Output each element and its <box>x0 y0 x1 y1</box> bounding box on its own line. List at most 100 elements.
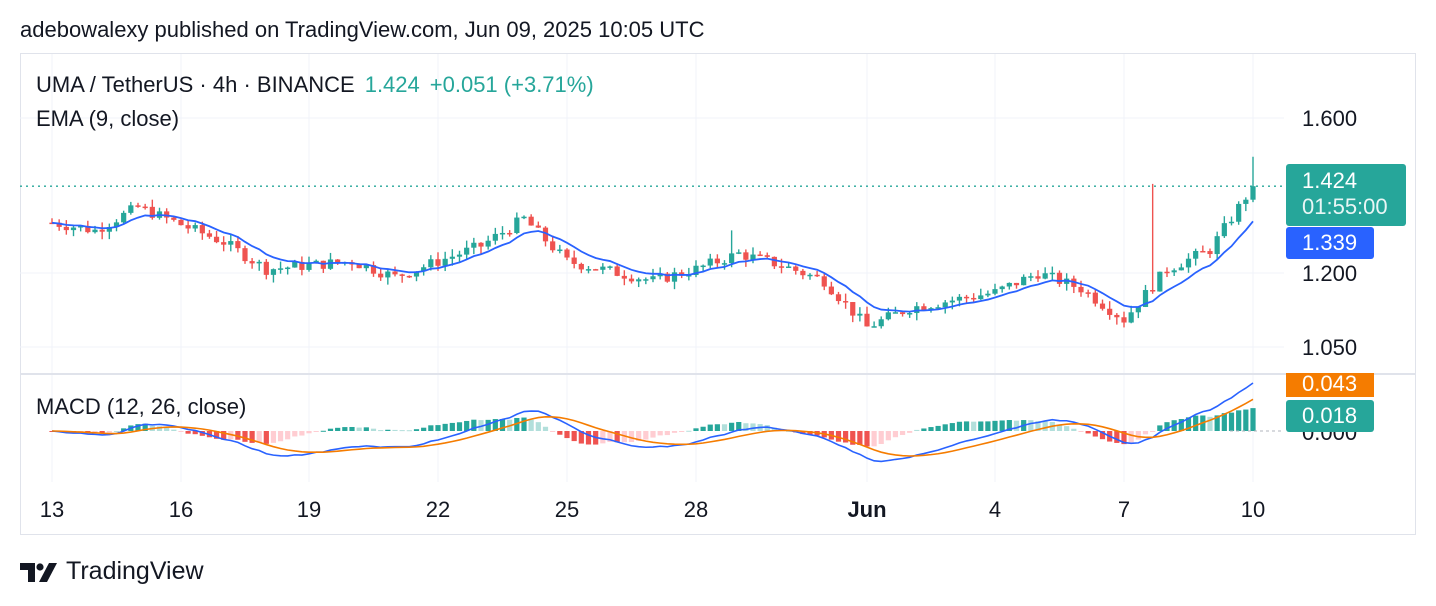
candle-up <box>277 268 284 270</box>
macd-histogram-bar <box>342 427 348 431</box>
macd-histogram-bar <box>1035 421 1041 431</box>
candle-down <box>628 278 635 282</box>
tradingview-wordmark: TradingView <box>66 557 204 585</box>
candle-up <box>1243 199 1249 204</box>
macd-histogram-bar <box>614 431 620 443</box>
candle-up <box>786 266 792 269</box>
candle-up <box>585 269 592 271</box>
macd-histogram-bar <box>1236 410 1242 431</box>
candle-down <box>199 225 205 234</box>
macd-histogram-bar <box>1193 415 1199 431</box>
candle-down <box>1013 282 1020 286</box>
macd-histogram-bar <box>1028 420 1034 431</box>
macd-pane <box>49 382 1284 463</box>
macd-histogram-bar <box>456 422 463 431</box>
candle-up <box>1193 250 1199 259</box>
time-axis-label: 22 <box>426 497 450 522</box>
candle-up <box>1006 282 1012 287</box>
macd-histogram-bar <box>1221 413 1227 431</box>
macd-histogram-bar <box>413 429 420 431</box>
candle-up <box>914 306 920 314</box>
candle-down <box>679 272 685 276</box>
candle-up <box>428 259 434 268</box>
candle-up <box>106 227 112 232</box>
candle-down <box>793 266 799 271</box>
macd-histogram-bar <box>736 421 742 431</box>
candle-up <box>707 258 713 266</box>
candle-up <box>978 295 984 300</box>
candle-down <box>578 263 584 270</box>
macd-histogram-bar <box>664 431 670 436</box>
candle-down <box>564 249 570 258</box>
macd-histogram-bar <box>1164 422 1170 431</box>
candle-down <box>142 206 148 209</box>
macd-histogram-bar <box>714 424 720 431</box>
candle-down <box>478 242 484 247</box>
candle-up <box>514 217 520 234</box>
macd-histogram-bar <box>263 431 269 444</box>
macd-histogram-bar <box>121 428 127 431</box>
macd-histogram-bar <box>885 431 891 441</box>
macd-histogram-bar <box>1092 431 1098 437</box>
macd-histogram-bar <box>249 431 255 443</box>
candle-down <box>435 259 441 266</box>
macd-histogram-bar <box>313 431 319 432</box>
time-axis-label: Jun <box>847 497 886 522</box>
macd-histogram-bar <box>1013 420 1020 431</box>
tradingview-brand[interactable]: TradingView <box>20 557 204 586</box>
macd-histogram-bar <box>428 425 434 431</box>
macd-histogram-bar <box>1064 426 1070 431</box>
macd-histogram-bar <box>464 420 470 431</box>
candle-up <box>270 269 277 275</box>
macd-histogram-bar <box>657 431 663 436</box>
macd-histogram-bar <box>221 431 227 440</box>
macd-histogram-bar <box>864 431 870 447</box>
candle-up <box>1049 272 1055 275</box>
candle-up <box>492 233 498 241</box>
macd-histogram-bar <box>370 428 377 431</box>
candle-down <box>399 274 405 276</box>
macd-histogram-bar <box>356 427 362 431</box>
symbol-title: UMA / TetherUS · 4h · BINANCE <box>36 72 355 97</box>
macd-histogram-bar <box>607 431 613 442</box>
candle-up <box>807 274 813 277</box>
time-axis-label: 19 <box>297 497 321 522</box>
candle-up <box>113 222 120 228</box>
candle-down <box>843 301 849 303</box>
macd-histogram-bar <box>871 431 877 447</box>
macd-histogram-bar <box>478 420 484 431</box>
candle-down <box>299 261 305 270</box>
candle-up <box>700 265 706 268</box>
candle-up <box>128 205 134 213</box>
ema-line <box>51 214 1254 313</box>
macd-histogram-bar <box>349 426 355 431</box>
candle-down <box>206 233 213 237</box>
candle-up <box>878 319 884 327</box>
candle-up <box>956 296 963 301</box>
candle-down <box>263 261 269 275</box>
candle-down <box>1150 290 1156 292</box>
candle-down <box>971 297 977 300</box>
macd-histogram-bar <box>1214 415 1220 431</box>
macd-hist-tag: 0.018 <box>1286 400 1374 432</box>
last-price-value: 1.424 <box>364 72 420 97</box>
macd-histogram-bar <box>921 428 927 431</box>
macd-histogram-bar <box>571 431 577 442</box>
macd-histogram-bar <box>992 420 998 431</box>
candle-up <box>421 267 427 272</box>
candle-countdown: 01:55:00 <box>1302 194 1388 219</box>
candle-down <box>821 276 827 287</box>
price-axis-label: 1.050 <box>1302 335 1357 360</box>
macd-histogram-bar <box>1207 416 1213 431</box>
candle-down <box>135 205 141 207</box>
macd-histogram-bar <box>521 417 527 431</box>
candle-down <box>1056 272 1063 284</box>
macd-histogram-bar <box>1150 431 1156 432</box>
candle-down <box>85 225 91 233</box>
macd-histogram-bar <box>392 429 398 431</box>
macd-histogram-bar <box>578 431 584 444</box>
tradingview-logo-icon <box>20 562 57 582</box>
candle-up <box>1142 290 1149 307</box>
candle-up <box>485 240 491 247</box>
